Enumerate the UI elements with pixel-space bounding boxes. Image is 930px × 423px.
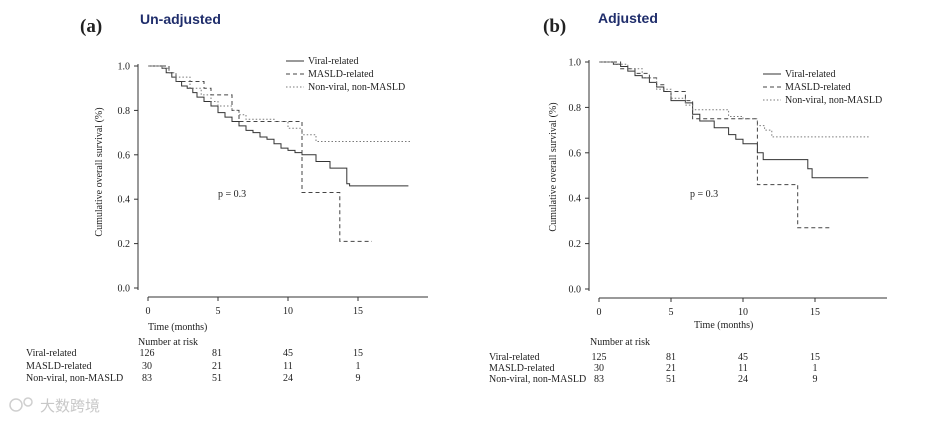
panel-b-risk-row-label: Non-viral, non-MASLD (489, 374, 586, 385)
panel-a-risk-value: 51 (212, 373, 222, 384)
panel-a-risk-row-label: Non-viral, non-MASLD (26, 373, 123, 384)
panel-a-risk-value: 81 (212, 348, 222, 359)
panel-b-risk-value: 83 (594, 374, 604, 385)
panel-a-y-tick-label: 0.4 (118, 195, 131, 206)
panel-b-title: Adjusted (598, 10, 658, 26)
panel-b-risk-row-label: Viral-related (489, 352, 539, 363)
panel-b-xlabel: Time (months) (694, 320, 753, 331)
panel-b-y-tick-label: 0.4 (569, 194, 582, 205)
panel-a-legend-label: MASLD-related (308, 69, 374, 80)
panel-a-y-tick-label: 0.6 (118, 150, 131, 161)
panel-a-y-tick-label: 1.0 (118, 62, 131, 73)
panel-b-x-tick-label: 5 (669, 307, 674, 318)
watermark: 大数跨境 (9, 397, 100, 415)
panel-a-risk-header: Number at risk (138, 337, 198, 348)
panel-a-curve-non-viral-non-masld (148, 65, 412, 142)
panel-b-risk-value: 45 (738, 352, 748, 363)
panel-b-risk-row-label: MASLD-related (489, 363, 555, 374)
panel-a-x-tick-label: 10 (283, 306, 293, 317)
panel-b-risk-header: Number at risk (590, 337, 650, 348)
panel-b-y-tick-label: 0.8 (569, 103, 582, 114)
panel-b-risk-value: 24 (738, 374, 748, 385)
panel-a-risk-row-label: MASLD-related (26, 361, 92, 372)
panel-b-legend-label: Non-viral, non-MASLD (785, 95, 882, 106)
panel-a-curve-viral-related (148, 65, 409, 187)
panel-b-curve-non-viral-non-masld (599, 61, 870, 138)
panel-b-x-tick-label: 10 (738, 307, 748, 318)
panel-b-curve-masld-related (599, 61, 830, 229)
plot-layer: 0.00.20.40.60.81.00 5 10 15Viral-relatedMAS… (26, 56, 887, 385)
panel-b-x-tick-label: 0 (597, 307, 602, 318)
panel-a-y-tick-label: 0.2 (118, 239, 131, 250)
panel-b-y-tick-label: 0.2 (569, 239, 582, 250)
panel-a-legend-label: Non-viral, non-MASLD (308, 82, 405, 93)
panel-b-ylabel: Cumulative overall survival (%) (548, 102, 559, 231)
panel-a-risk-value: 45 (283, 348, 293, 359)
panel-a-legend-label: Viral-related (308, 56, 358, 67)
panel-b-y-tick-label: 0.0 (569, 285, 582, 296)
panel-a-risk-value: 21 (212, 361, 222, 372)
panel-b-risk-value: 1 (813, 363, 818, 374)
panel-b-risk-value: 11 (738, 363, 748, 374)
panel-b-risk-value: 51 (666, 374, 676, 385)
panel-a-x-tick-label: 0 (146, 306, 151, 317)
panel-b-pvalue: p = 0.3 (690, 189, 718, 200)
panel-a-risk-value: 11 (283, 361, 293, 372)
watermark-logo-icon (9, 398, 23, 412)
watermark-text: 大数跨境 (40, 397, 100, 415)
panel-b-risk-value: 15 (810, 352, 820, 363)
panel-b-legend-label: Viral-related (785, 69, 835, 80)
panel-a-risk-value: 30 (142, 361, 152, 372)
panel-a-title: Un-adjusted (140, 11, 221, 27)
panel-b-x-tick-label: 15 (810, 307, 820, 318)
panel-a-x-tick-label: 15 (353, 306, 363, 317)
panel-a-risk-value: 126 (140, 348, 155, 359)
panel-a-y-tick-label: 0.0 (118, 284, 131, 295)
panel-a-risk-value: 15 (353, 348, 363, 359)
panel-b-risk-value: 21 (666, 363, 676, 374)
panel-a-risk-value: 1 (356, 361, 361, 372)
watermark-logo-dot-icon (23, 397, 33, 407)
panel-b-risk-value: 81 (666, 352, 676, 363)
panel-a-risk-value: 9 (356, 373, 361, 384)
panel-a-y-tick-label: 0.8 (118, 106, 131, 117)
panel-a-risk-value: 24 (283, 373, 293, 384)
panel-a-xlabel: Time (months) (148, 322, 207, 333)
panel-a-x-tick-label: 5 (216, 306, 221, 317)
panel-b-risk-value: 30 (594, 363, 604, 374)
panel-b-legend-label: MASLD-related (785, 82, 851, 93)
panel-a-curve-masld-related (148, 65, 372, 242)
panel-b-risk-value: 125 (592, 352, 607, 363)
panel-a-ylabel: Cumulative overall survival (%) (94, 107, 105, 236)
panel-b-label: (b) (543, 16, 566, 37)
panel-a-risk-row-label: Viral-related (26, 348, 76, 359)
panel-a-pvalue: p = 0.3 (218, 189, 246, 200)
panel-a-label: (a) (80, 16, 102, 37)
panel-a-risk-value: 83 (142, 373, 152, 384)
panel-b-y-tick-label: 0.6 (569, 148, 582, 159)
panel-b-risk-value: 9 (813, 374, 818, 385)
panel-b-y-tick-label: 1.0 (569, 58, 582, 69)
